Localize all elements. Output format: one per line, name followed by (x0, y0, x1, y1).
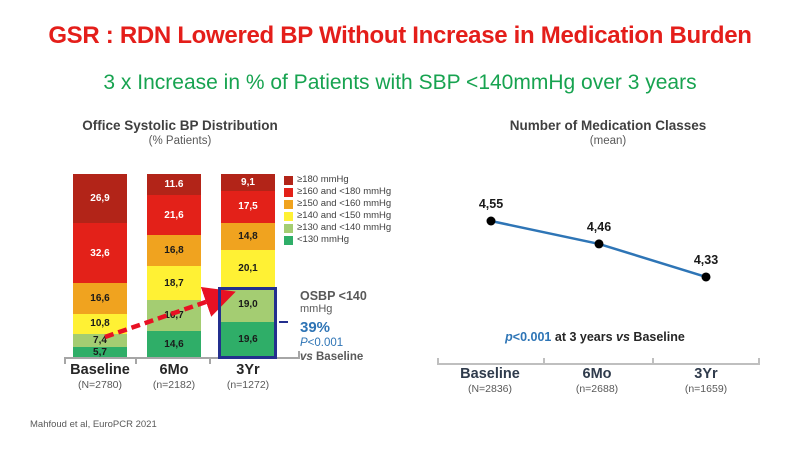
axis-tick (758, 358, 760, 365)
bar-segment: 26,9 (73, 174, 127, 224)
annotation-pvalue-p: P (300, 337, 308, 350)
axis-tick (437, 358, 439, 365)
category-label-6mo: 6Mo (n=2688) (552, 366, 642, 395)
category-label-3yr: 3Yr (n=1272) (203, 362, 293, 391)
pnote-p: p (505, 330, 513, 344)
citation: Mahfoud et al, EuroPCR 2021 (30, 419, 157, 430)
data-point (701, 272, 711, 282)
annotation-percentage: 39% (300, 319, 331, 337)
medication-line-chart (486, 216, 711, 282)
bar-segment: 18,7 (147, 265, 201, 301)
data-point (594, 239, 604, 249)
bar-segment: 32,6 (73, 223, 127, 284)
highlight-box (218, 287, 277, 359)
category-name: 6Mo (582, 366, 612, 382)
category-n-count: (N=2836) (467, 383, 513, 395)
legend-swatch-icon (284, 175, 293, 185)
slide-subtitle: 3 x Increase in % of Patients with SBP <… (103, 71, 697, 94)
legend-label: <130 mmHg (297, 234, 350, 245)
legend-swatch-icon (284, 235, 293, 245)
annotation-line2: mmHg (300, 303, 333, 316)
legend-item: ≥150 and <160 mmHg (284, 199, 391, 209)
category-name: 6Mo (159, 362, 189, 378)
legend-swatch-icon (284, 223, 293, 233)
category-name: Baseline (70, 362, 130, 378)
bar-segment: 11.6 (147, 174, 201, 196)
axis-tick (652, 358, 654, 365)
trend-arrow-icon (104, 287, 236, 340)
bar-segment: 14,6 (147, 331, 201, 358)
bar-segment: 20,1 (221, 250, 275, 288)
highlight-box-connector (279, 321, 288, 323)
bar-chart-subtitle: (% Patients) (148, 135, 212, 147)
legend-item: ≥140 and <150 mmHg (284, 211, 391, 221)
category-label-3yr: 3Yr (n=1659) (661, 366, 751, 395)
pnote-mid: at 3 years (551, 330, 617, 344)
legend-item: ≥130 and <140 mmHg (284, 223, 391, 233)
bar-chart-x-axis (64, 357, 300, 359)
bar-chart-title: Office Systolic BP Distribution (82, 118, 278, 133)
bar-segment: 21,6 (147, 195, 201, 236)
point-value-label: 4,33 (693, 252, 719, 267)
bar-segment: 5,7 (73, 347, 127, 358)
legend-swatch-icon (284, 211, 293, 221)
line-chart-title: Number of Medication Classes (509, 118, 707, 133)
annotation-vs-rest: Baseline (312, 351, 364, 364)
pnote-end: Baseline (629, 330, 685, 344)
bar-segment: 19,6 (221, 321, 275, 358)
annotation-pvalue-rest: <0.001 (307, 337, 344, 350)
category-name: 3Yr (694, 366, 718, 382)
axis-tick (64, 357, 66, 364)
annotation-vs-baseline: vs Baseline (300, 351, 390, 364)
category-label-baseline: Baseline (N=2780) (55, 362, 145, 391)
category-n-count: (n=2688) (575, 383, 619, 395)
pvalue-note: p<0.001 at 3 years vs Baseline (445, 330, 745, 344)
axis-tick (543, 358, 545, 365)
line-chart-subtitle: (mean) (589, 135, 627, 147)
axis-tick (298, 351, 300, 358)
legend-label: ≥140 and <150 mmHg (297, 210, 392, 221)
stacked-bar-baseline: 26,9 32,6 16,6 10,8 7,4 5,7 (73, 174, 127, 358)
bar-segment: 9,1 (221, 174, 275, 191)
category-n-count: (N=2780) (77, 379, 123, 391)
annotation-pvalue: P<0.001 (300, 337, 390, 350)
bar-segment: 17,5 (221, 190, 275, 223)
bar-chart-legend: ≥180 mmHg ≥160 and <180 mmHg ≥150 and <160… (284, 175, 391, 247)
category-n-count: (n=1659) (684, 383, 728, 395)
legend-item: ≥180 mmHg (284, 175, 391, 185)
data-point (486, 216, 496, 226)
bar-segment: 14,8 (221, 222, 275, 251)
point-value-label: 4,46 (586, 219, 612, 234)
category-n-count: (n=1272) (226, 379, 270, 391)
category-name: 3Yr (236, 362, 260, 378)
legend-label: ≥150 and <160 mmHg (297, 198, 392, 209)
line-chart-x-axis (437, 363, 760, 365)
bar-segment: 16,8 (147, 235, 201, 266)
category-label-6mo: 6Mo (n=2182) (129, 362, 219, 391)
pnote-vs: vs (616, 330, 630, 344)
annotation-vs-word: vs (300, 351, 313, 364)
pnote-p-rest: <0.001 (512, 330, 552, 344)
category-name: Baseline (460, 366, 520, 382)
axis-tick (135, 357, 137, 364)
category-n-count: (n=2182) (152, 379, 196, 391)
axis-tick (209, 357, 211, 364)
point-value-label: 4,55 (478, 197, 504, 211)
bar-segment: 16,6 (73, 283, 127, 314)
bar-segment: 7,4 (73, 333, 127, 348)
legend-swatch-icon (284, 199, 293, 209)
legend-label: ≥130 and <140 mmHg (297, 222, 392, 233)
annotation-line1: OSBP <140 (300, 289, 367, 303)
bar-segment: 10,8 (73, 313, 127, 334)
legend-item: <130 mmHg (284, 235, 391, 245)
legend-swatch-icon (284, 187, 293, 197)
legend-label: ≥160 and <180 mmHg (297, 186, 392, 197)
category-label-baseline: Baseline (N=2836) (445, 366, 535, 395)
slide-title: GSR : RDN Lowered BP Without Increase in… (48, 22, 752, 49)
legend-item: ≥160 and <180 mmHg (284, 187, 391, 197)
osbp-annotation: OSBP <140 mmHg 39% P<0.001 vs Baseline (300, 289, 390, 365)
legend-label: ≥180 mmHg (297, 174, 349, 185)
